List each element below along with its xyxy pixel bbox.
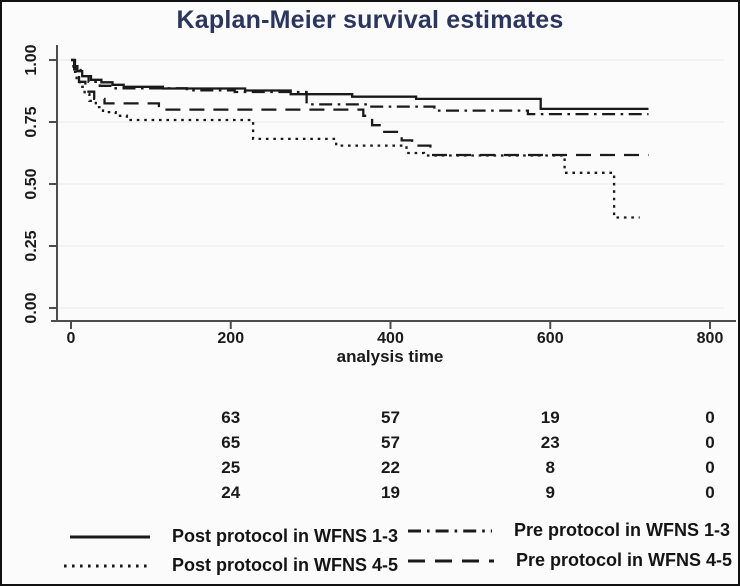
legend-item-post-wfns-4-5: Post protocol in WFNS 4-5 <box>62 555 398 576</box>
x-axis-title: analysis time <box>336 347 444 366</box>
solid-line-swatch <box>70 535 150 538</box>
x-tick-label: 200 <box>217 330 245 347</box>
risk-count: 65 <box>221 433 241 452</box>
dashdot-line-swatch <box>408 529 492 532</box>
risk-count: 9 <box>545 483 555 502</box>
risk-count: 8 <box>545 458 555 477</box>
legend-label: Pre protocol in WFNS 4-5 <box>516 550 733 570</box>
risk-count: 57 <box>381 408 400 427</box>
risk-count: 0 <box>705 458 715 477</box>
risk-count: 57 <box>381 433 400 452</box>
risk-count: 24 <box>221 483 241 502</box>
risk-count: 63 <box>221 408 241 427</box>
legend-item-pre-wfns-1-3: Pre protocol in WFNS 1-3 <box>406 520 730 541</box>
x-tick-label: 800 <box>696 330 724 347</box>
risk-count: 0 <box>705 408 715 427</box>
curve-pre-protocol-in-wfns-1-3 <box>71 58 649 116</box>
y-tick-label: 0.00 <box>23 292 40 324</box>
risk-count: 23 <box>540 433 560 452</box>
risk-count: 0 <box>705 483 715 502</box>
curve-pre-protocol-in-wfns-4-5 <box>71 58 649 157</box>
curve-post-protocol-in-wfns-4-5 <box>71 58 640 219</box>
risk-count: 19 <box>540 408 560 427</box>
x-tick-label: 0 <box>66 330 76 347</box>
curve-post-protocol-in-wfns-1-3 <box>71 58 649 111</box>
risk-count: 0 <box>705 433 715 452</box>
chart-title: Kaplan-Meier survival estimates <box>176 6 564 34</box>
y-tick-label: 1.00 <box>23 44 40 76</box>
legend-label: Pre protocol in WFNS 1-3 <box>514 520 731 540</box>
legend-label: Post protocol in WFNS 1-3 <box>172 526 399 546</box>
y-tick-label: 0.25 <box>23 230 40 262</box>
y-tick-label: 0.75 <box>23 106 40 138</box>
risk-count: 19 <box>381 483 400 502</box>
x-tick-label: 400 <box>377 330 404 347</box>
x-tick-label: 600 <box>536 330 564 347</box>
risk-count: 25 <box>221 458 241 477</box>
legend-label: Post protocol in WFNS 4-5 <box>172 555 399 575</box>
risk-count: 22 <box>381 458 400 477</box>
y-tick-label: 0.50 <box>23 168 40 200</box>
legend-item-pre-wfns-4-5: Pre protocol in WFNS 4-5 <box>406 550 732 571</box>
legend-item-post-wfns-1-3: Post protocol in WFNS 1-3 <box>68 526 398 547</box>
dotted-line-swatch <box>64 564 150 567</box>
longdash-line-swatch <box>408 559 494 562</box>
